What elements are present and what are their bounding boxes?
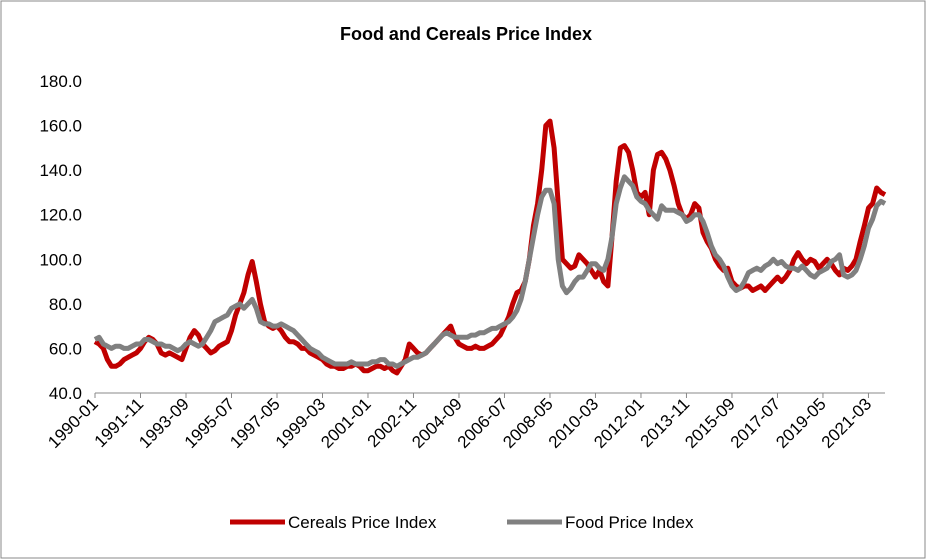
y-tick-label: 40.0 bbox=[49, 384, 82, 403]
y-tick-label: 60.0 bbox=[49, 339, 82, 358]
legend-label: Cereals Price Index bbox=[288, 513, 437, 532]
y-tick-label: 80.0 bbox=[49, 295, 82, 314]
y-tick-label: 160.0 bbox=[39, 117, 82, 136]
legend-label: Food Price Index bbox=[565, 513, 694, 532]
series-line bbox=[93, 174, 887, 369]
series-line bbox=[93, 118, 887, 376]
y-tick-label: 100.0 bbox=[39, 250, 82, 269]
chart-title: Food and Cereals Price Index bbox=[340, 24, 592, 44]
y-tick-label: 140.0 bbox=[39, 161, 82, 180]
y-tick-label: 180.0 bbox=[39, 72, 82, 91]
y-tick-label: 120.0 bbox=[39, 206, 82, 225]
